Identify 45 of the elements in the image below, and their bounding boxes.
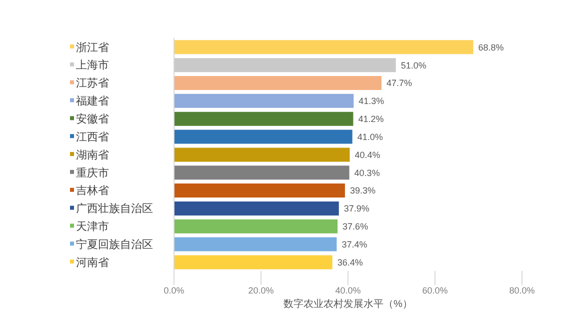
bar	[174, 219, 338, 234]
y-tick-label: 江苏省	[76, 76, 109, 90]
y-tick-label: 河南省	[76, 256, 109, 269]
data-label: 37.6%	[342, 222, 368, 232]
y-tick-label: 重庆市	[76, 166, 109, 180]
bar	[174, 237, 337, 252]
y-tick-label: 天津市	[76, 220, 109, 234]
y-tick-label: 湖南省	[76, 148, 109, 162]
data-label: 41.3%	[358, 96, 384, 106]
bar	[174, 112, 354, 126]
y-tick-label: 江西省	[76, 130, 109, 144]
bar	[174, 40, 474, 54]
x-tick-label: 20.0%	[248, 285, 274, 296]
bar	[174, 166, 350, 180]
y-tick-label: 广西壮族自治区	[76, 202, 153, 216]
data-label: 51.0%	[400, 60, 426, 70]
y-tick-label: 福建省	[76, 94, 109, 108]
data-label: 41.2%	[358, 114, 384, 124]
data-label: 68.8%	[478, 42, 504, 52]
data-label: 39.3%	[350, 186, 376, 196]
data-label: 40.3%	[354, 168, 380, 178]
y-tick-label: 浙江省	[76, 40, 109, 54]
data-label: 37.9%	[344, 204, 370, 214]
data-label: 41.0%	[357, 132, 383, 142]
bar	[174, 130, 352, 144]
y-tick-label: 吉林省	[76, 184, 109, 198]
data-label: 36.4%	[337, 257, 363, 268]
bar	[174, 58, 396, 72]
data-label: 47.7%	[386, 78, 412, 88]
y-tick-label: 宁夏回族自治区	[76, 238, 153, 251]
data-label: 40.4%	[354, 150, 380, 160]
x-tick-label: 60.0%	[422, 285, 448, 296]
x-axis-title: 数字农业农村发展水平（%）	[284, 298, 412, 310]
x-tick-label: 0.0%	[164, 285, 184, 296]
bar	[174, 255, 332, 270]
y-tick-label: 安徽省	[76, 112, 109, 126]
y-tick-label: 上海市	[76, 58, 109, 72]
bar	[174, 76, 382, 90]
x-tick-label: 80.0%	[509, 285, 535, 296]
x-tick-label: 40.0%	[335, 285, 361, 296]
bar	[174, 184, 345, 198]
bar	[174, 201, 339, 216]
data-label: 37.4%	[342, 240, 368, 250]
bar	[174, 94, 354, 108]
bar	[174, 148, 350, 162]
